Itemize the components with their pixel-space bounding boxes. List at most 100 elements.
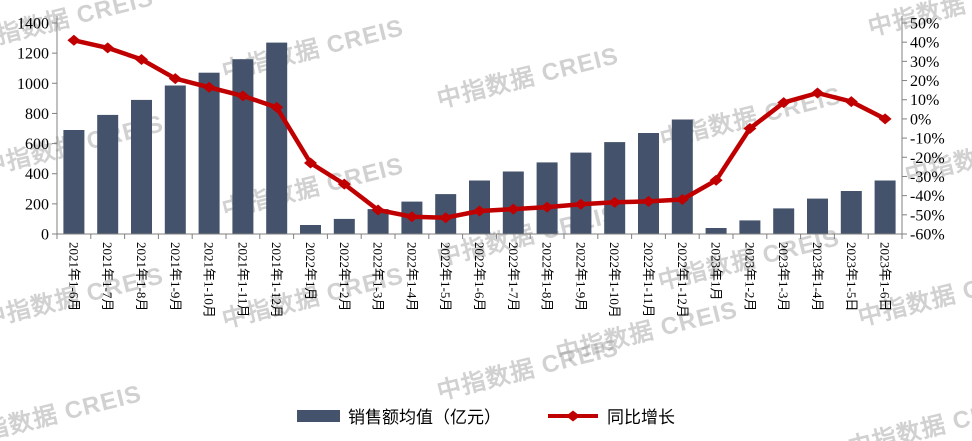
bar <box>773 208 795 234</box>
growth-point-diamond <box>675 193 689 205</box>
bar <box>300 225 321 234</box>
growth-point-diamond <box>473 205 486 217</box>
bar <box>570 152 592 234</box>
bar <box>232 59 254 235</box>
growth-point-diamond <box>168 73 182 85</box>
growth-point-diamond <box>439 212 453 224</box>
x-axis-label: 2021年1-6月 <box>66 242 81 311</box>
growth-point-diamond <box>270 101 284 113</box>
growth-point-diamond <box>236 90 250 102</box>
x-axis-label: 2022年1-11月 <box>641 242 656 317</box>
x-axis-label: 2023年1-2月 <box>742 242 757 311</box>
left-axis-label: 1400 <box>17 16 49 33</box>
legend-label-growth: 同比增长 <box>607 408 675 427</box>
x-axis-label: 2023年1-4月 <box>810 242 825 311</box>
growth-point-diamond <box>405 211 419 223</box>
x-axis-label: 2021年1-7月 <box>100 242 115 311</box>
growth-point-diamond <box>337 178 351 190</box>
x-axis-label: 2023年1-5日 <box>844 242 859 311</box>
growth-point-diamond <box>608 196 622 208</box>
bar <box>874 180 896 234</box>
bar <box>63 130 85 234</box>
chart-legend: 销售额均值（亿元） 同比增长 <box>0 403 972 428</box>
right-axis-label: 30% <box>910 54 939 71</box>
x-axis-label: 2023年1-3月 <box>776 242 791 311</box>
legend-label-sales: 销售额均值（亿元） <box>348 408 501 427</box>
x-axis-label: 2022年1-9月 <box>573 242 588 311</box>
growth-point-diamond <box>304 157 317 169</box>
right-axis-label: -30% <box>910 169 945 186</box>
x-axis-label: 2022年1-3月 <box>371 242 386 311</box>
bar <box>333 218 355 234</box>
bar-series-swatch <box>297 409 340 422</box>
left-axis-label: 1000 <box>17 76 49 93</box>
x-axis-label: 2023年1-6日 <box>878 242 893 311</box>
bar <box>97 114 119 234</box>
bar <box>502 171 524 234</box>
x-axis-label: 2022年1-4月 <box>404 242 419 311</box>
growth-point-diamond <box>811 87 824 99</box>
line-series-swatch <box>548 410 598 421</box>
growth-point-diamond <box>574 198 588 210</box>
growth-point-diamond <box>506 203 520 215</box>
x-axis-label: 2021年1-10月 <box>202 242 217 318</box>
bar <box>807 198 828 234</box>
left-axis-label: 200 <box>25 196 49 213</box>
bar <box>367 209 389 234</box>
growth-point-diamond <box>135 53 148 65</box>
bar <box>536 162 558 234</box>
left-axis-label: 1200 <box>17 46 49 63</box>
bar <box>198 72 220 234</box>
growth-point-diamond <box>743 123 757 134</box>
x-axis-label: 2022年1-12月 <box>675 242 690 318</box>
legend-item-growth: 同比增长 <box>547 403 675 428</box>
bar <box>164 85 186 234</box>
x-axis-label: 2022年1-8月 <box>540 242 555 311</box>
right-axis-label: 40% <box>910 35 939 52</box>
growth-point-diamond <box>878 113 892 125</box>
right-axis-label: 50% <box>910 16 939 33</box>
x-axis-label: 2022年1月 <box>303 242 318 301</box>
legend-item-sales: 销售额均值（亿元） <box>297 403 501 428</box>
x-axis-label: 2022年1-6月 <box>472 242 487 311</box>
left-axis-label: 0 <box>41 227 49 244</box>
growth-point-diamond <box>202 81 216 93</box>
x-axis-label: 2022年1-7月 <box>506 242 521 311</box>
growth-point-diamond <box>709 174 723 186</box>
right-axis-label: 0% <box>910 111 931 128</box>
left-axis-label: 400 <box>25 166 49 183</box>
bar <box>671 119 693 234</box>
x-axis-label: 2022年1-2月 <box>337 242 352 311</box>
left-axis-label: 800 <box>25 106 49 123</box>
growth-point-diamond <box>371 204 385 216</box>
right-axis-label: -10% <box>910 131 945 148</box>
right-axis-label: 20% <box>910 73 939 90</box>
x-axis-label: 2021年1-9月 <box>168 242 183 311</box>
bar <box>604 142 626 234</box>
left-axis-label: 600 <box>25 136 49 153</box>
right-axis-label: -40% <box>910 188 945 205</box>
bar <box>638 133 659 234</box>
x-axis-label: 2021年1-12月 <box>269 242 284 318</box>
x-axis-label: 2021年1-8月 <box>134 242 149 311</box>
growth-point-diamond <box>777 97 791 109</box>
right-axis-label: -60% <box>910 227 945 244</box>
bar <box>131 99 152 235</box>
x-axis-label: 2022年1-5月 <box>438 242 453 311</box>
growth-point-diamond <box>67 34 81 46</box>
growth-point-diamond <box>844 96 858 108</box>
right-axis-label: 10% <box>910 92 939 109</box>
bar <box>266 42 288 234</box>
sales-growth-chart: 0 200 400 600 800 1000 1200 1400 50% 40% 30% 20% 10%… <box>17 16 945 318</box>
bar <box>739 220 761 234</box>
growth-point-diamond <box>101 42 115 54</box>
right-axis-label: -20% <box>910 150 945 167</box>
right-axis-label: -50% <box>910 207 945 224</box>
legend-diamond-icon <box>566 410 580 421</box>
x-axis-label: 2021年1-11月 <box>235 242 250 317</box>
growth-point-diamond <box>540 201 554 213</box>
bar <box>840 191 862 234</box>
bar <box>705 228 727 234</box>
growth-point-diamond <box>642 195 655 207</box>
